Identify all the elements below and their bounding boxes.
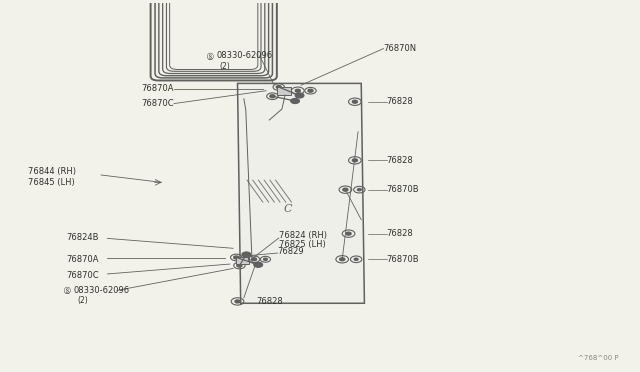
- Circle shape: [252, 258, 257, 261]
- Circle shape: [264, 258, 268, 260]
- Text: 76825 (LH): 76825 (LH): [279, 240, 326, 249]
- Text: 76870C: 76870C: [66, 270, 99, 279]
- Text: (2): (2): [220, 62, 230, 71]
- Text: 76844 (RH): 76844 (RH): [28, 167, 76, 176]
- Circle shape: [295, 93, 304, 98]
- Circle shape: [254, 262, 262, 267]
- Text: ^768^00 P: ^768^00 P: [577, 355, 618, 361]
- Text: 76870B: 76870B: [387, 185, 419, 194]
- Circle shape: [355, 258, 358, 260]
- Text: $\circledS$: $\circledS$: [206, 50, 214, 62]
- Polygon shape: [237, 83, 364, 303]
- Circle shape: [357, 189, 361, 191]
- Text: 08330-62096: 08330-62096: [216, 51, 273, 60]
- Circle shape: [343, 188, 348, 191]
- Circle shape: [308, 89, 313, 92]
- Circle shape: [234, 256, 239, 259]
- Circle shape: [291, 99, 300, 103]
- Text: 76845 (LH): 76845 (LH): [28, 178, 75, 187]
- Text: 76829: 76829: [278, 247, 304, 256]
- Text: 76870B: 76870B: [387, 255, 419, 264]
- Text: $\circledS$: $\circledS$: [63, 285, 72, 296]
- Circle shape: [295, 89, 300, 92]
- Bar: [277, 87, 291, 95]
- Circle shape: [353, 159, 357, 162]
- Text: 76828: 76828: [387, 156, 413, 165]
- Circle shape: [237, 264, 242, 267]
- Circle shape: [340, 258, 345, 261]
- Circle shape: [353, 100, 357, 103]
- Text: C: C: [284, 204, 292, 214]
- Text: 76828: 76828: [387, 229, 413, 238]
- Text: 76870A: 76870A: [66, 255, 99, 264]
- Text: 76870A: 76870A: [141, 84, 174, 93]
- Circle shape: [276, 86, 282, 89]
- Bar: [236, 257, 249, 264]
- Text: 76824 (RH): 76824 (RH): [279, 231, 327, 240]
- Text: 08330-62096: 08330-62096: [74, 286, 130, 295]
- Text: 76828: 76828: [257, 297, 284, 306]
- Text: (2): (2): [77, 296, 88, 305]
- Circle shape: [235, 300, 240, 303]
- Circle shape: [242, 252, 251, 257]
- Circle shape: [346, 232, 351, 235]
- Text: 76824B: 76824B: [66, 233, 99, 242]
- Circle shape: [270, 95, 275, 98]
- Text: 76828: 76828: [387, 97, 413, 106]
- Text: 76870C: 76870C: [141, 99, 174, 108]
- Text: 76870N: 76870N: [383, 44, 417, 53]
